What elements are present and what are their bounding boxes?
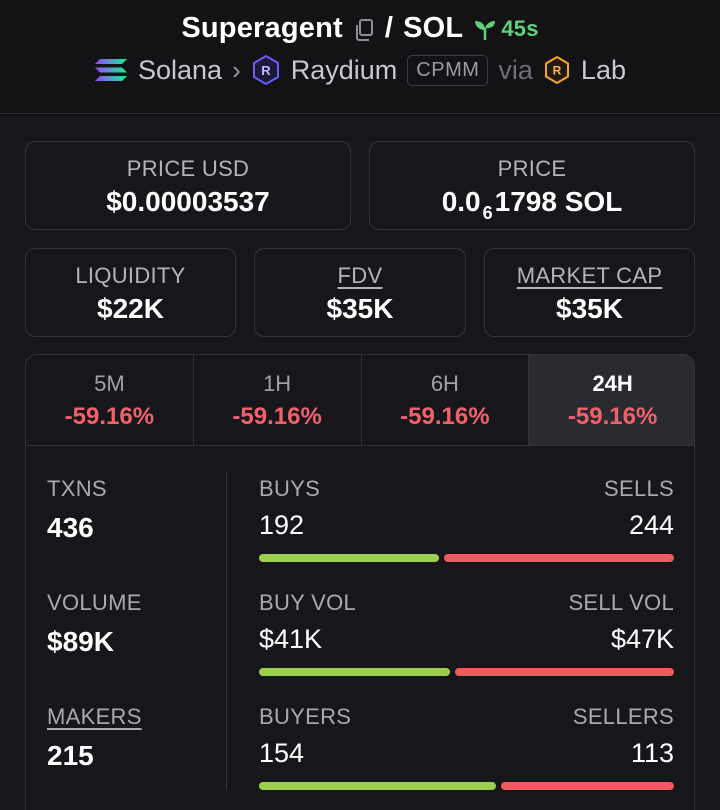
market-cap-value: $35K <box>556 293 623 324</box>
pair-age: 45s <box>501 15 539 41</box>
copy-icon[interactable] <box>353 17 375 41</box>
pair-separator: / <box>384 12 394 44</box>
chain-link[interactable]: Solana <box>138 54 223 85</box>
price-prefix: 0.0 <box>441 186 481 217</box>
makers-value: 215 <box>47 740 94 771</box>
price-usd-card: PRICE USD $0.00003537 <box>25 141 351 230</box>
token-name: Superagent <box>181 12 343 44</box>
price-usd-value: $0.00003537 <box>106 186 270 217</box>
tab-change: -59.16% <box>567 403 658 430</box>
price-native-value: 0.0 61798 SOL <box>370 186 694 224</box>
price-usd-label: PRICE USD <box>126 156 250 181</box>
liquidity-card: LIQUIDITY $22K <box>25 248 236 337</box>
buyers-sellers-row: BUYERS SELLERS 154 113 <box>259 704 674 790</box>
sells-label: SELLS <box>604 476 674 501</box>
tab-1h[interactable]: 1H -59.16% <box>194 355 362 445</box>
buyers-value: 154 <box>259 738 305 768</box>
tab-6h[interactable]: 6H -59.16% <box>362 355 530 445</box>
sprout-icon <box>475 20 496 40</box>
sells-value: 244 <box>628 510 674 540</box>
sell-vol-bar-fill <box>455 668 674 676</box>
buy-vol-value: $41K <box>259 624 323 654</box>
makers-label[interactable]: MAKERS <box>47 704 142 729</box>
volume-label: VOLUME <box>47 590 142 615</box>
buys-sells-row: BUYS SELLS 192 244 <box>259 476 674 562</box>
txns-label: TXNS <box>47 476 107 501</box>
launchpad-link[interactable]: Lab <box>580 54 626 85</box>
market-cap-label[interactable]: MARKET CAP <box>516 263 663 288</box>
txns-metric: TXNS 436 <box>47 476 107 544</box>
tab-label: 1H <box>263 371 292 396</box>
buyers-sellers-bar <box>259 782 674 790</box>
sell-vol-label: SELL VOL <box>568 590 674 615</box>
svg-text:R: R <box>553 64 562 78</box>
buy-vol-label: BUY VOL <box>259 590 357 615</box>
tab-change: -59.16% <box>232 403 322 430</box>
volume-split-row: BUY VOL SELL VOL $41K $47K <box>259 590 674 676</box>
timeframe-tabs: 5M -59.16% 1H -59.16% 6H -59.16% 24H -59… <box>26 355 694 446</box>
sellers-label: SELLERS <box>572 704 674 729</box>
dex-link[interactable]: Raydium <box>290 54 398 85</box>
fdv-value: $35K <box>326 293 394 324</box>
price-native-label: PRICE <box>497 156 567 181</box>
price-digits: 1798 <box>494 186 557 217</box>
buyers-label: BUYERS <box>259 704 352 729</box>
chevron-right-icon: › <box>232 54 241 85</box>
volume-split-bar <box>259 668 674 676</box>
volume-metric: VOLUME $89K <box>47 590 142 658</box>
tab-change: -59.16% <box>400 403 490 430</box>
makers-metric: MAKERS 215 <box>47 704 142 772</box>
sellers-value: 113 <box>630 738 674 768</box>
sell-vol-value: $47K <box>610 624 674 654</box>
pair-header: Superagent / SOL 45s <box>0 0 720 114</box>
tab-label: 6H <box>430 371 459 396</box>
pair-info-panel: PRICE USD $0.00003537 PRICE 0.0 61798 SOL… <box>0 115 720 810</box>
via-label: via <box>498 54 533 85</box>
tab-label: 24H <box>592 371 633 396</box>
volume-value: $89K <box>47 626 114 657</box>
raydium-icon[interactable]: R <box>251 54 281 86</box>
launchpad-icon[interactable]: R <box>543 55 571 85</box>
txn-stats-panel: 5M -59.16% 1H -59.16% 6H -59.16% 24H -59… <box>25 354 695 810</box>
txns-value: 436 <box>47 512 94 543</box>
pair-title: Superagent / SOL 45s <box>0 12 720 45</box>
tab-label: 5M <box>94 371 125 396</box>
sellers-bar-fill <box>501 782 674 790</box>
fdv-label[interactable]: FDV <box>337 263 383 288</box>
pair-route: Solana › R Raydium CPMM via R Lab <box>0 54 720 86</box>
buys-value: 192 <box>259 510 305 540</box>
market-cap-card[interactable]: MARKET CAP $35K <box>484 248 695 337</box>
pair-age-badge: 45s <box>473 16 538 42</box>
price-native-card: PRICE 0.0 61798 SOL <box>369 141 695 230</box>
column-divider <box>226 472 227 790</box>
buys-sells-bar <box>259 554 674 562</box>
tab-24h[interactable]: 24H -59.16% <box>529 355 694 445</box>
sells-bar-fill <box>444 554 674 562</box>
liquidity-value: $22K <box>97 293 164 324</box>
tab-change: -59.16% <box>64 403 155 430</box>
buys-bar-fill <box>259 554 439 562</box>
buy-vol-bar-fill <box>259 668 450 676</box>
svg-text:R: R <box>261 63 271 78</box>
tab-5m[interactable]: 5M -59.16% <box>26 355 194 445</box>
solana-icon[interactable] <box>94 58 128 82</box>
buyers-bar-fill <box>259 782 496 790</box>
liquidity-label: LIQUIDITY <box>75 263 186 288</box>
price-unit: SOL <box>564 186 623 217</box>
totals-column: TXNS 436 VOLUME $89K MAKERS 215 <box>26 446 226 810</box>
pool-type-badge: CPMM <box>407 54 489 86</box>
price-zero-count: 6 <box>482 203 493 223</box>
fdv-card[interactable]: FDV $35K <box>254 248 466 337</box>
buys-label: BUYS <box>259 476 321 501</box>
quote-token: SOL <box>403 12 464 44</box>
